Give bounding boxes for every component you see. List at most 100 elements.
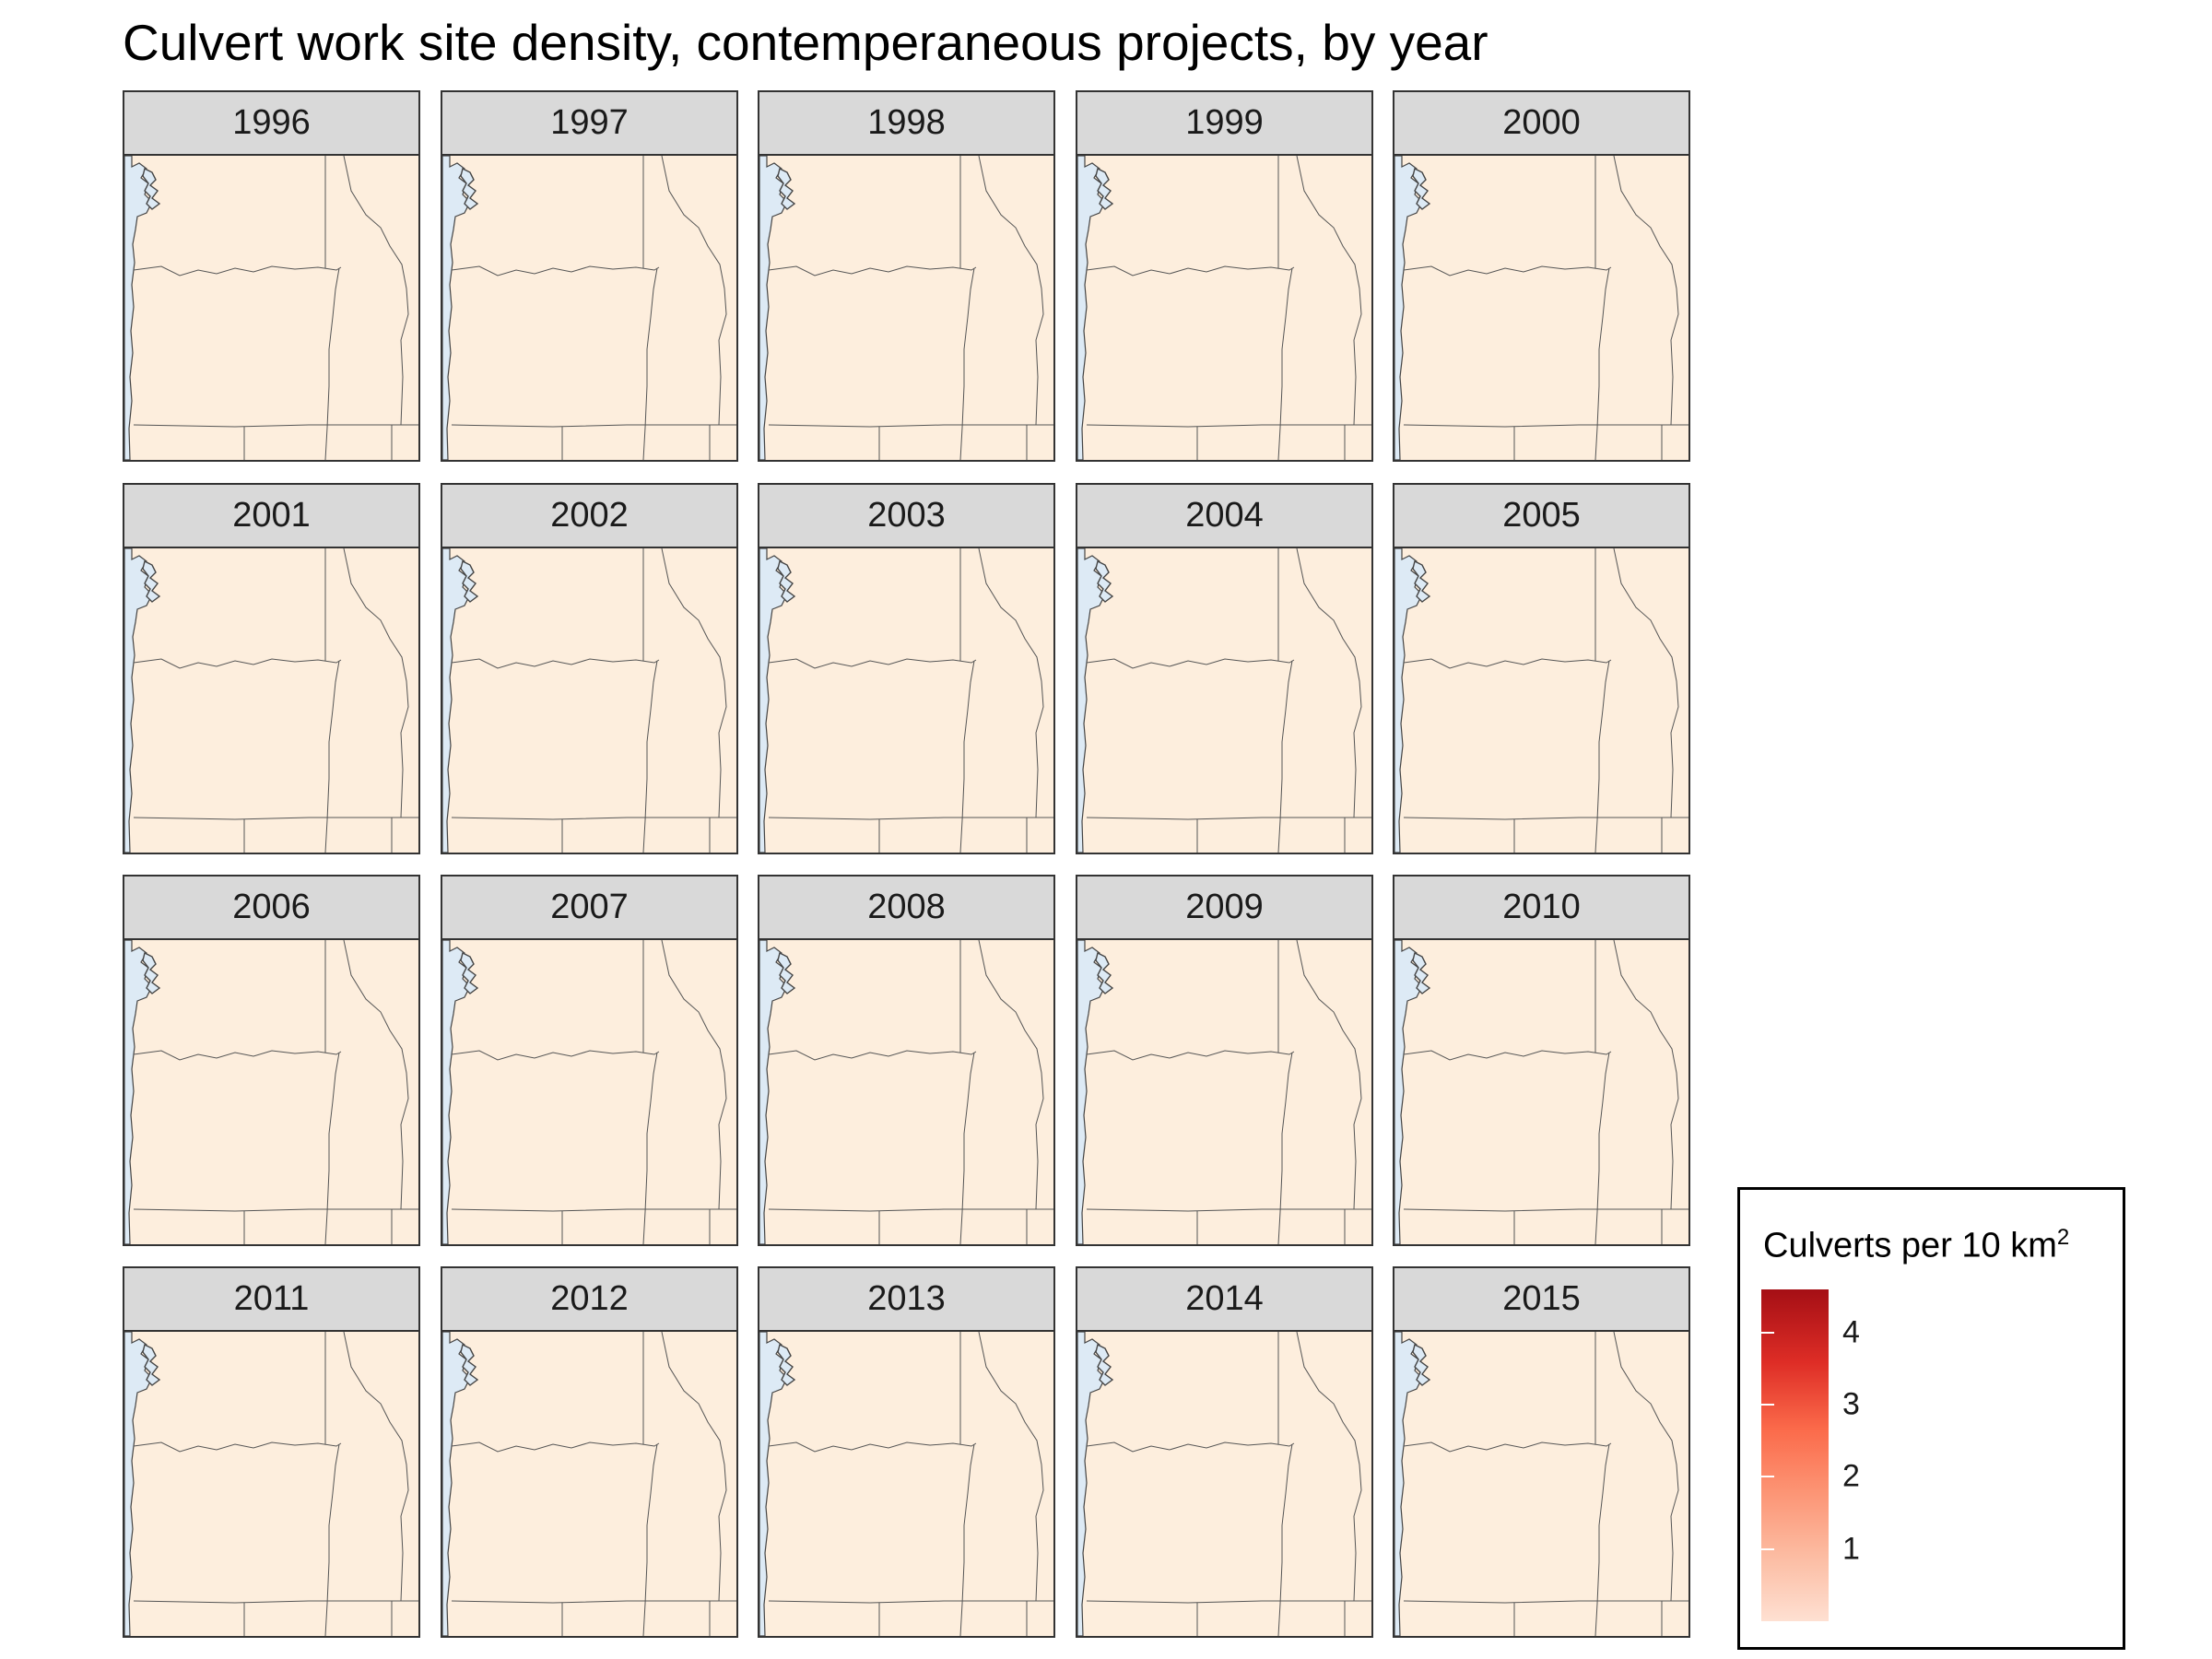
map-frame xyxy=(1076,154,1373,462)
state-boundary xyxy=(1296,156,1362,426)
pacific-northwest-map xyxy=(442,548,736,853)
legend-tick-label: 1 xyxy=(1842,1531,1860,1567)
facet-panel: 2015 xyxy=(1393,1266,1690,1638)
state-boundary xyxy=(451,1600,736,1604)
state-boundary xyxy=(133,1600,418,1604)
map-frame xyxy=(1076,938,1373,1246)
state-boundary xyxy=(661,548,727,818)
pacific-northwest-map xyxy=(1077,156,1371,460)
map-frame xyxy=(1393,938,1690,1246)
facet-year-label: 2000 xyxy=(1393,90,1690,156)
state-boundary xyxy=(324,660,340,853)
map-frame xyxy=(758,938,1055,1246)
pacific-northwest-map xyxy=(759,156,1053,460)
facet-panel: 1998 xyxy=(758,90,1055,462)
legend-tick-label: 3 xyxy=(1842,1386,1860,1422)
puget-sound xyxy=(1095,951,1114,994)
puget-sound xyxy=(1412,951,1431,994)
facet-panel: 2007 xyxy=(441,875,738,1246)
state-boundary xyxy=(978,1332,1044,1602)
state-boundary xyxy=(1086,1050,1295,1061)
state-boundary xyxy=(324,1443,340,1636)
state-boundary xyxy=(1594,1443,1610,1636)
state-boundary xyxy=(1277,267,1293,460)
legend-colorbar xyxy=(1761,1289,1829,1621)
facet-panel: 2002 xyxy=(441,483,738,854)
state-boundary xyxy=(959,1443,975,1636)
state-boundary xyxy=(959,1052,975,1244)
state-boundary xyxy=(451,265,660,276)
state-boundary xyxy=(1613,1332,1679,1602)
state-boundary xyxy=(1296,1332,1362,1602)
pacific-northwest-map xyxy=(1394,548,1688,853)
state-boundary xyxy=(1403,1441,1612,1453)
legend-tick-mark xyxy=(1761,1476,1774,1478)
puget-sound xyxy=(460,167,479,210)
facet-panel: 2000 xyxy=(1393,90,1690,462)
state-boundary xyxy=(1403,1050,1612,1061)
state-boundary xyxy=(768,658,977,669)
state-boundary xyxy=(133,658,342,669)
facet-year-label: 2002 xyxy=(441,483,738,548)
state-boundary xyxy=(1086,424,1371,428)
state-boundary xyxy=(1403,817,1688,820)
puget-sound xyxy=(142,167,161,210)
pacific-northwest-map xyxy=(1394,156,1688,460)
pacific-northwest-map xyxy=(1077,548,1371,853)
puget-sound xyxy=(1095,559,1114,603)
state-boundary xyxy=(451,424,736,428)
state-boundary xyxy=(1086,1208,1371,1212)
state-boundary xyxy=(1277,1052,1293,1244)
state-boundary xyxy=(133,817,418,820)
legend-tick-mark xyxy=(1761,1331,1774,1334)
state-boundary xyxy=(642,660,658,853)
map-frame xyxy=(123,547,420,854)
state-boundary xyxy=(1296,548,1362,818)
facet-year-label: 2013 xyxy=(758,1266,1055,1332)
pacific-northwest-map xyxy=(124,156,418,460)
facet-year-label: 2012 xyxy=(441,1266,738,1332)
facet-panel: 2003 xyxy=(758,483,1055,854)
map-frame xyxy=(123,1330,420,1638)
puget-sound xyxy=(142,1343,161,1386)
state-boundary xyxy=(1296,940,1362,1210)
puget-sound xyxy=(460,951,479,994)
facet-year-label: 2015 xyxy=(1393,1266,1690,1332)
facet-panel: 1996 xyxy=(123,90,420,462)
state-boundary xyxy=(343,1332,409,1602)
state-boundary xyxy=(1613,156,1679,426)
state-boundary xyxy=(1613,548,1679,818)
state-boundary xyxy=(978,156,1044,426)
puget-sound xyxy=(777,559,796,603)
state-boundary xyxy=(978,548,1044,818)
state-boundary xyxy=(1086,265,1295,276)
state-boundary xyxy=(1086,658,1295,669)
facet-year-label: 1999 xyxy=(1076,90,1373,156)
legend-tick-mark xyxy=(1761,1404,1774,1406)
puget-sound xyxy=(142,559,161,603)
state-boundary xyxy=(343,940,409,1210)
state-boundary xyxy=(451,1208,736,1212)
legend-title-superscript: 2 xyxy=(2056,1225,2070,1250)
legend-title-text: Culverts per 10 km xyxy=(1763,1226,2057,1265)
state-boundary xyxy=(768,265,977,276)
facet-panel: 2001 xyxy=(123,483,420,854)
pacific-northwest-map xyxy=(442,940,736,1244)
state-boundary xyxy=(768,1050,977,1061)
puget-sound xyxy=(777,167,796,210)
map-frame xyxy=(758,547,1055,854)
facet-panel: 2008 xyxy=(758,875,1055,1246)
state-boundary xyxy=(133,1441,342,1453)
state-boundary xyxy=(133,1208,418,1212)
pacific-northwest-map xyxy=(124,1332,418,1636)
map-frame xyxy=(123,938,420,1246)
map-frame xyxy=(123,154,420,462)
state-boundary xyxy=(1403,265,1612,276)
facet-year-label: 2007 xyxy=(441,875,738,940)
puget-sound xyxy=(1412,1343,1431,1386)
pacific-northwest-map xyxy=(442,156,736,460)
pacific-northwest-map xyxy=(759,1332,1053,1636)
map-frame xyxy=(1076,547,1373,854)
pacific-northwest-map xyxy=(759,548,1053,853)
puget-sound xyxy=(1095,1343,1114,1386)
